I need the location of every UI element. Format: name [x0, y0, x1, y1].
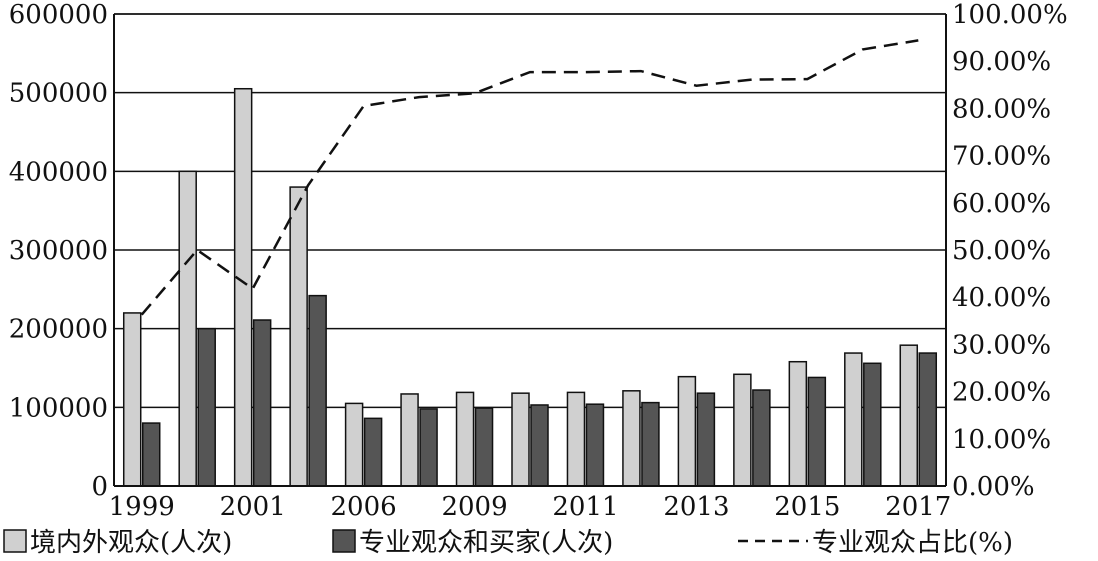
- bar-buyers: [474, 407, 494, 487]
- bar-buyers: [530, 404, 549, 487]
- legend-label-ratio: 专业观众占比(%): [812, 528, 1013, 558]
- left-tick-label: 300000: [9, 236, 108, 266]
- right-tick-label: 80.00%: [952, 94, 1051, 124]
- left-tick-label: 400000: [9, 157, 108, 187]
- bar-visitors: [733, 373, 752, 487]
- bar-visitors: [511, 392, 530, 487]
- bar-visitors: [566, 391, 586, 487]
- x-tick-label: 2009: [441, 492, 507, 522]
- bar-visitors: [122, 312, 142, 487]
- legend-swatch-visitors: [3, 529, 27, 553]
- bar-visitors: [677, 375, 697, 487]
- bar-visitors: [788, 360, 808, 487]
- bar-buyers: [419, 408, 438, 487]
- ratio-series-line: [140, 39, 919, 316]
- left-axis-ticks: 0 100000 200000 300000 400000 500000 600000: [9, 0, 108, 502]
- bar-buyers: [308, 294, 327, 487]
- bar-visitors: [844, 352, 863, 487]
- bar-visitors: [344, 402, 364, 487]
- right-tick-label: 50.00%: [952, 236, 1051, 266]
- bar-buyers: [141, 422, 161, 487]
- ratio-line: [140, 39, 919, 316]
- bars: [122, 87, 938, 487]
- legend: 境内外观众(人次) 专业观众和买家(人次) 专业观众占比(%): [3, 528, 1013, 558]
- right-tick-label: 100.00%: [952, 0, 1068, 30]
- bar-visitors: [899, 344, 919, 487]
- bar-buyers: [641, 401, 660, 487]
- bar-visitors: [233, 87, 253, 487]
- left-tick-label: 0: [91, 472, 108, 502]
- legend-label-buyers: 专业观众和买家(人次): [359, 528, 613, 558]
- bar-visitors: [455, 391, 475, 487]
- bar-buyers: [252, 319, 272, 487]
- bar-buyers: [752, 389, 771, 487]
- bar-visitors: [178, 170, 197, 487]
- left-tick-label: 600000: [9, 0, 108, 30]
- bar-buyers: [696, 392, 716, 487]
- right-tick-label: 40.00%: [952, 283, 1051, 313]
- left-tick-label: 200000: [9, 315, 108, 345]
- bar-visitors: [400, 393, 419, 487]
- axes: [113, 13, 947, 487]
- x-tick-label: 2017: [885, 492, 951, 522]
- x-tick-label: 2015: [774, 492, 840, 522]
- right-tick-label: 70.00%: [952, 142, 1051, 172]
- x-tick-label: 2011: [552, 492, 618, 522]
- x-tick-label: 2013: [663, 492, 729, 522]
- bar-buyers: [918, 352, 938, 487]
- bar-buyers: [807, 376, 827, 487]
- legend-label-visitors: 境内外观众(人次): [30, 528, 232, 558]
- left-tick-label: 500000: [9, 79, 108, 109]
- right-tick-label: 20.00%: [952, 378, 1051, 408]
- bar-buyers: [363, 417, 383, 487]
- bar-visitors: [622, 390, 641, 487]
- right-tick-label: 10.00%: [952, 425, 1051, 455]
- x-tick-label: 2006: [331, 492, 397, 522]
- right-axis-ticks: 0.00% 10.00% 20.00% 30.00% 40.00% 50.00% 60.00…: [952, 0, 1068, 502]
- left-tick-label: 100000: [9, 393, 108, 423]
- bar-visitors: [289, 186, 308, 487]
- x-tick-label: 2001: [220, 492, 286, 522]
- right-tick-label: 30.00%: [952, 330, 1051, 360]
- x-tick-label: 1999: [109, 492, 175, 522]
- right-tick-label: 90.00%: [952, 47, 1051, 77]
- bar-buyers: [585, 403, 605, 487]
- right-tick-label: 0.00%: [952, 472, 1035, 502]
- bar-buyers: [197, 327, 216, 487]
- bar-buyers: [863, 362, 882, 487]
- x-axis-ticks: 1999 2001 2006 2009 2011 2013 2015 2017: [109, 492, 952, 522]
- right-tick-label: 60.00%: [952, 189, 1051, 219]
- legend-swatch-buyers: [332, 529, 356, 553]
